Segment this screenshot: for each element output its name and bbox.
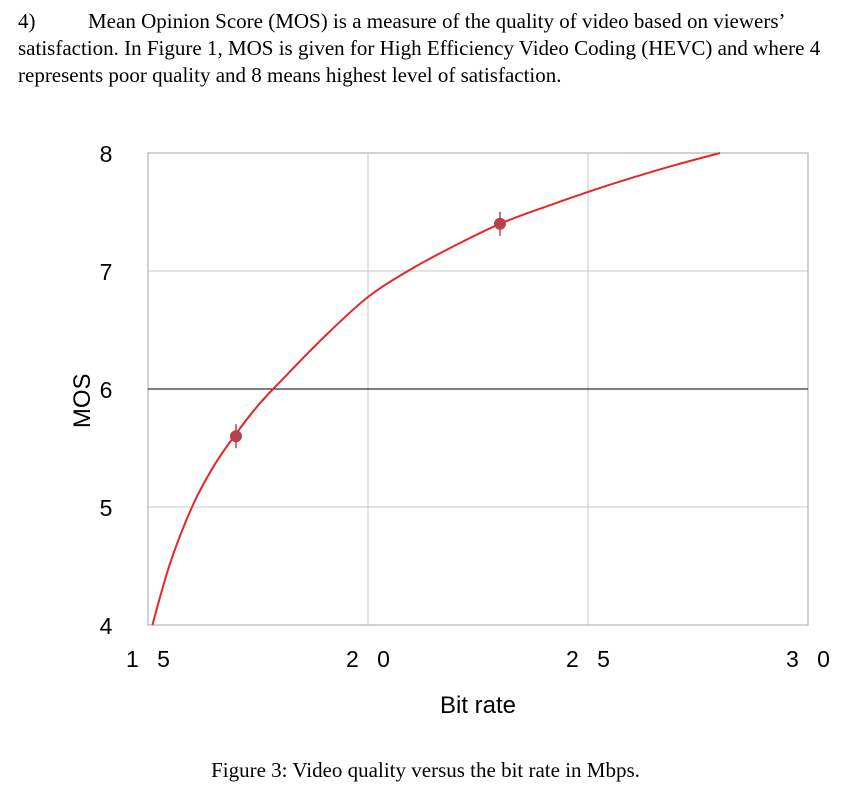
question-text-block: 4) Mean Opinion Score (MOS) is a measure … — [18, 8, 838, 89]
mos-chart: 1 5 2 0 2 5 3 0 4 5 6 7 8 Bit rate MOS — [69, 141, 836, 719]
x-tick-label: 2 5 — [566, 646, 616, 672]
y-tick-label: 4 — [100, 613, 113, 639]
y-tick-label: 5 — [100, 495, 113, 521]
marker-layer — [230, 211, 506, 449]
mos-curve — [151, 152, 721, 626]
x-axis-label: Bit rate — [440, 692, 516, 719]
y-axis-label: MOS — [69, 373, 96, 428]
figure-caption: Figure 3: Video quality versus the bit r… — [211, 758, 640, 782]
tick-label-layer: 1 5 2 0 2 5 3 0 4 5 6 7 8 — [100, 141, 836, 672]
data-point-marker — [494, 217, 506, 230]
x-tick-label: 1 5 — [126, 646, 176, 672]
question-body: Mean Opinion Score (MOS) is a measure of… — [18, 9, 821, 87]
x-tick-label: 3 0 — [786, 646, 836, 672]
x-tick-label: 2 0 — [346, 646, 396, 672]
question-number: 4) — [18, 9, 36, 33]
data-point-marker — [230, 430, 242, 443]
y-tick-label: 7 — [100, 259, 113, 285]
y-tick-label: 6 — [100, 377, 113, 403]
y-tick-label: 8 — [100, 141, 113, 167]
